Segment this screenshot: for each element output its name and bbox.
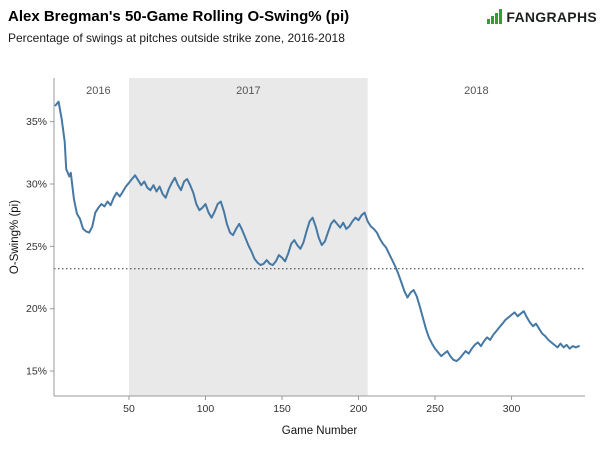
x-tick-label: 200 (350, 403, 368, 415)
y-tick-label: 30% (26, 179, 47, 191)
chart-header: Alex Bregman's 50-Game Rolling O-Swing% … (0, 0, 609, 56)
oswing-line-chart: 2016 2017 2018 15% 20% 25% 30% 35% 50 100 150 200 25… (9, 78, 585, 437)
x-tick-label: 300 (503, 403, 521, 415)
fangraphs-logo: FANGRAPHS (487, 9, 597, 24)
bar-chart-icon (487, 9, 503, 24)
y-tick-label: 20% (26, 303, 47, 315)
y-tick-label: 15% (26, 366, 47, 378)
fangraphs-logo-text: FANGRAPHS (506, 9, 597, 25)
x-axis-title: Game Number (282, 425, 358, 437)
y-tick-label: 25% (26, 241, 47, 253)
shaded-region-2017 (128, 78, 368, 396)
year-label: 2016 (86, 85, 110, 97)
year-label: 2017 (236, 85, 260, 97)
x-tick-label: 150 (273, 403, 291, 415)
chart-subtitle: Percentage of swings at pitches outside … (8, 31, 345, 45)
year-label: 2018 (464, 85, 488, 97)
x-tick-label: 100 (197, 403, 215, 415)
x-tick-label: 50 (123, 403, 135, 415)
y-axis-title: O-Swing% (pi) (9, 200, 21, 274)
page-title: Alex Bregman's 50-Game Rolling O-Swing% … (8, 8, 350, 25)
oswing-series-line (54, 100, 580, 363)
x-tick-label: 250 (426, 403, 444, 415)
y-tick-label: 35% (26, 116, 47, 128)
